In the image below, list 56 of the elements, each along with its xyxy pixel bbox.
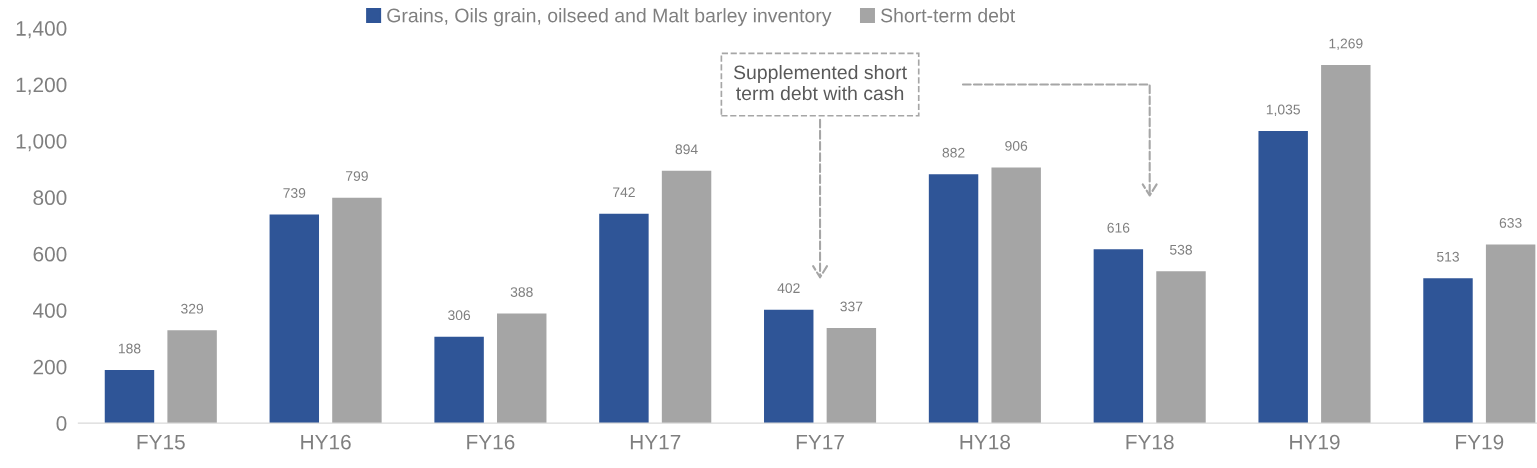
y-tick-label: 1,200 [16,77,67,95]
y-tick-label: 400 [33,303,67,318]
data-label: 388 [510,287,533,297]
x-tick-label: FY17 [796,434,844,450]
bar [1321,65,1371,424]
data-label: 513 [1436,251,1459,262]
bar [1485,244,1536,424]
legend-label: Grains, Oils grain, oilseed and Malt barley inventory [387,8,832,27]
bar [1423,278,1473,424]
y-tick-label: 800 [33,190,67,206]
bar [332,197,382,424]
x-tick-label: FY19 [1456,434,1504,450]
data-label: 616 [1107,222,1130,233]
bar [599,213,649,424]
data-label: 188 [118,343,141,354]
x-tick-label: HY19 [1290,434,1340,450]
bar [497,313,547,424]
data-label: 1,035 [1266,104,1300,117]
data-label: 882 [942,147,965,158]
x-tick-label: FY18 [1126,434,1174,450]
data-label: 402 [777,283,800,294]
x-tick-label: FY16 [467,434,515,450]
bar [764,309,814,424]
bar [661,170,712,424]
bar [991,167,1041,424]
y-tick-label: 200 [33,359,67,375]
y-tick-label: 1,400 [16,21,67,39]
data-label: 894 [675,144,698,155]
x-tick-label: HY17 [630,434,681,450]
data-label: 538 [1169,244,1192,255]
bar [1093,249,1144,424]
bar [104,370,155,424]
data-label: 633 [1499,218,1522,228]
bar [928,174,979,424]
bar [1156,271,1206,424]
y-tick-label: 1,000 [16,133,67,152]
x-tick-label: HY16 [301,434,351,450]
x-tick-label: HY18 [960,434,1011,450]
data-label: 742 [613,187,635,197]
bar [167,330,217,424]
data-label: 1,269 [1329,38,1363,51]
data-label: 739 [283,188,306,198]
data-label: 329 [181,303,204,314]
bar [269,214,320,424]
bar [1258,131,1308,424]
x-tick-label: FY15 [137,434,185,450]
data-label: 306 [448,310,471,321]
bar [826,327,877,424]
annotation: Supplemented short term debt with cash [733,64,907,101]
y-tick-label: 0 [56,416,67,431]
data-label: 799 [346,171,368,182]
data-label: 337 [840,301,863,312]
y-tick-label: 600 [33,246,67,262]
data-label: 906 [1005,140,1028,151]
bar [434,336,484,424]
legend-label: Short-term debt [881,8,1016,23]
